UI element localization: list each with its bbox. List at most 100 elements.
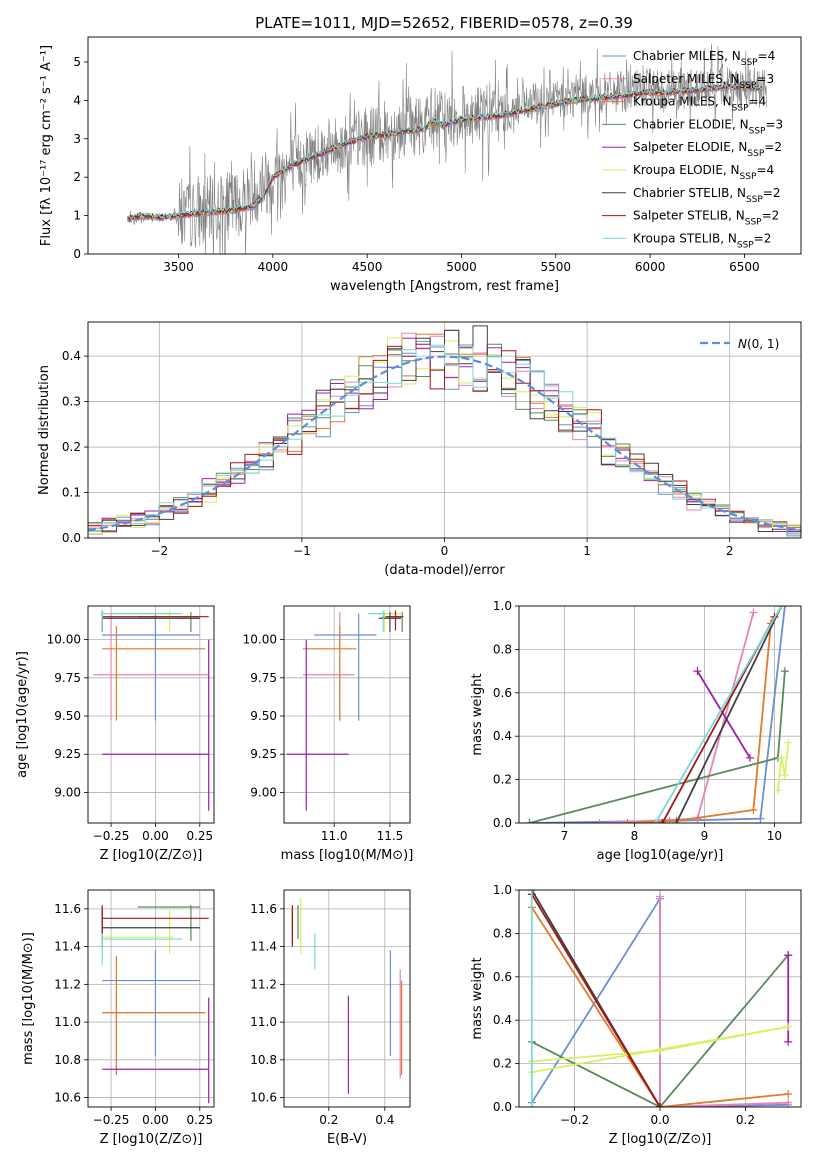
plot-area-residuals <box>88 325 801 537</box>
weight-line-salpeter_elodie <box>696 670 751 759</box>
x-axis-label: Z [log10(Z/Z⊙)] <box>100 1132 203 1147</box>
x-tick-label: 0.25 <box>186 829 213 843</box>
x-tick-label: 0.0 <box>650 1113 669 1127</box>
x-tick-label: 0.00 <box>142 829 169 843</box>
legend-label: Kroupa ELODIE, NSSP=4 <box>633 163 774 182</box>
y-axis-label: age [log10(age/yr)] <box>15 651 30 778</box>
y-tick-label: 0.4 <box>62 349 81 363</box>
y-axis-label: mass weight <box>470 673 485 755</box>
x-tick-label: −1 <box>293 544 311 558</box>
plot-area-age_vs_mass <box>286 610 404 811</box>
y-tick-label: 11.2 <box>250 977 277 991</box>
y-tick-label: 11.0 <box>250 1015 277 1029</box>
weight-marker-kroupa_stelib <box>651 819 660 823</box>
legend-label: Salpeter ELODIE, NSSP=2 <box>633 140 782 159</box>
x-axis-label: (data-model)/error <box>384 563 505 578</box>
panel-spectrum: 3500 4000 4500 5000 5500 6000 6500 0 1 2 3 4 5 wavele… <box>39 36 802 294</box>
y-tick-label: 0.2 <box>62 440 81 454</box>
y-tick-label: 9.25 <box>54 747 81 761</box>
legend-label: Kroupa STELIB, NSSP=2 <box>633 231 771 250</box>
y-tick-label: 10.00 <box>243 633 277 647</box>
axes-frame <box>87 605 215 824</box>
weight-line-salpeter_stelib <box>531 893 661 1107</box>
weight-marker-salpeter_miles <box>784 1098 793 1107</box>
plot-area-weight_vs_age <box>525 606 793 823</box>
y-tick-label: 1.0 <box>493 599 512 613</box>
weight-marker-salpeter_stelib <box>658 819 667 823</box>
x-tick-label: 5000 <box>446 260 477 274</box>
y-tick-label: 0.3 <box>62 395 81 409</box>
weight-line-chabrier_elodie <box>529 671 786 823</box>
plot-area-weight_vs_Z <box>527 890 793 1107</box>
weight-line-kroupa_miles <box>627 623 772 823</box>
axes-frame <box>87 889 215 1108</box>
weight-marker-chabrier_elodie <box>525 819 534 823</box>
legend-label: N(0, 1) <box>738 337 779 351</box>
x-tick-label: −0.2 <box>560 1113 589 1127</box>
y-tick-label: 5 <box>73 55 81 69</box>
x-tick-label: 11.5 <box>377 829 404 843</box>
y-tick-label: 0.8 <box>493 926 512 940</box>
weight-marker-chabrier_miles <box>780 606 789 610</box>
x-tick-label: 0.2 <box>319 1113 338 1127</box>
weight-marker-salpeter_elodie <box>745 753 754 762</box>
y-tick-label: 0.8 <box>493 642 512 656</box>
y-tick-label: 0.1 <box>62 486 81 500</box>
panel-mass_vs_ebv: 0.2 0.4 10.6 10.8 11.0 11.2 11.4 11.6 E(B-V) <box>250 889 411 1147</box>
y-tick-label: 3 <box>73 132 81 146</box>
y-tick-label: 9.75 <box>250 671 277 685</box>
weight-marker-salpeter_miles <box>656 892 664 901</box>
weight-marker-kroupa_stelib <box>777 606 786 610</box>
axes-frame <box>283 605 411 824</box>
x-tick-label: −0.25 <box>93 829 130 843</box>
x-tick-label: 9 <box>701 829 709 843</box>
weight-marker-kroupa_stelib <box>527 1103 536 1107</box>
y-tick-label: 0.2 <box>493 1057 512 1071</box>
weight-line-salpeter_miles <box>659 896 789 1107</box>
panel-weight_vs_age: 7 8 9 10 0.0 0.2 0.4 0.6 0.8 1.0 age [log10(age/yr… <box>470 599 802 863</box>
weight-line-salpeter_miles <box>599 612 755 823</box>
legend-label: Chabrier ELODIE, NSSP=3 <box>633 117 783 136</box>
y-tick-label: 10.00 <box>47 633 81 647</box>
weight-marker-chabrier_stelib <box>672 819 681 823</box>
x-tick-label: 3500 <box>163 260 194 274</box>
axes-frame <box>283 889 411 1108</box>
legend-residuals: N(0, 1) <box>700 337 779 351</box>
x-tick-label: 6500 <box>729 260 760 274</box>
panel-mass_vs_Z: −0.25 0.00 0.25 10.6 10.8 11.0 11.2 11.4 11.6 Z [… <box>21 889 215 1147</box>
x-tick-label: 2 <box>726 544 734 558</box>
y-tick-label: 0 <box>73 247 81 261</box>
y-tick-label: 9.50 <box>54 709 81 723</box>
axes-frame <box>518 889 802 1108</box>
x-tick-label: 0 <box>441 544 449 558</box>
gaussian-curve <box>88 355 801 532</box>
axes-frame <box>87 36 802 255</box>
y-tick-label: 9.75 <box>54 671 81 685</box>
y-tick-label: 0.6 <box>493 970 512 984</box>
weight-marker-kroupa_stelib <box>527 890 536 894</box>
x-tick-label: 11.0 <box>321 829 348 843</box>
weight-marker-salpeter_miles <box>749 608 758 617</box>
legend-label: Salpeter STELIB, NSSP=2 <box>633 209 779 228</box>
y-tick-label: 11.6 <box>250 902 277 916</box>
x-tick-label: 1 <box>583 544 591 558</box>
weight-line-kroupa_miles <box>531 906 789 1107</box>
weight-marker-salpeter_elodie <box>693 667 702 676</box>
x-tick-label: 4500 <box>352 260 383 274</box>
y-tick-label: 0.2 <box>493 773 512 787</box>
weight-marker-salpeter_elodie <box>784 951 793 960</box>
x-axis-label: age [log10(age/yr)] <box>597 848 724 863</box>
histogram-kroupa_stelib <box>88 344 801 537</box>
histogram-chabrier_stelib <box>88 325 801 533</box>
weight-marker-kroupa_elodie <box>777 753 786 762</box>
weight-marker-chabrier_miles <box>756 814 765 823</box>
x-tick-label: 6000 <box>635 260 666 274</box>
y-axis-label: mass weight <box>470 957 485 1039</box>
y-tick-label: 10.6 <box>54 1091 81 1105</box>
y-tick-label: 11.0 <box>54 1015 81 1029</box>
y-tick-label: 9.00 <box>250 785 277 799</box>
panel-age_vs_Z: −0.25 0.00 0.25 9.00 9.25 9.50 9.75 10.00 Z [log… <box>15 605 215 863</box>
y-tick-label: 1.0 <box>493 883 512 897</box>
weight-marker-chabrier_elodie <box>780 667 789 676</box>
